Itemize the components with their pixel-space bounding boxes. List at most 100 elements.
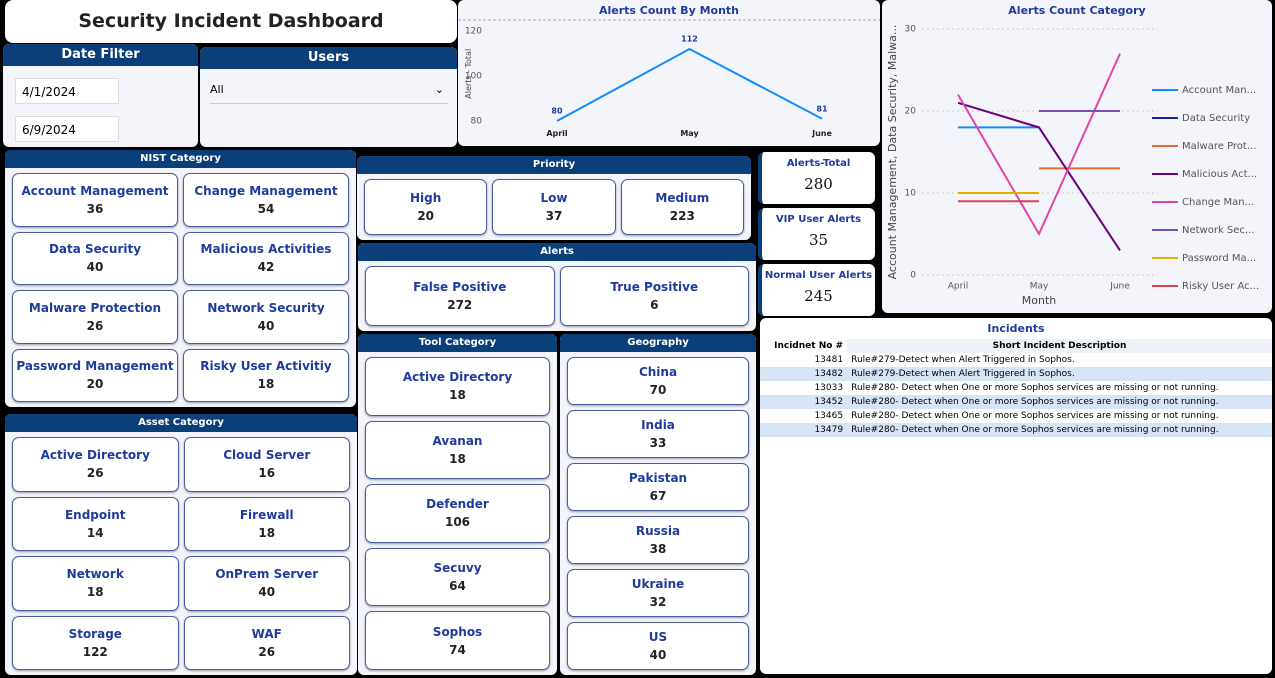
incident-row[interactable]: 13465 Rule#280- Detect when One or more S…	[760, 409, 1272, 423]
nist-card[interactable]: Account Management 36	[12, 173, 178, 227]
tool-card[interactable]: Defender 106	[365, 484, 550, 543]
end-date[interactable]: 6/9/2024	[15, 116, 119, 142]
card-label: High	[410, 191, 442, 205]
asset-card[interactable]: Storage 122	[12, 615, 179, 670]
card-label: Avanan	[432, 433, 483, 448]
line	[957, 53, 1121, 237]
start-date[interactable]: 4/1/2024	[15, 78, 119, 104]
incident-row[interactable]: 13479 Rule#280- Detect when One or more S…	[760, 423, 1272, 437]
y-tick-label: 80	[471, 117, 483, 127]
kpi-value: 245	[804, 287, 833, 305]
card-value: 18	[449, 388, 466, 403]
card-label: True Positive	[610, 280, 699, 294]
legend-label: Password Ma...	[1182, 253, 1256, 264]
card-label: US	[648, 630, 668, 644]
date-filter-title: Date Filter	[3, 44, 198, 66]
nist-card[interactable]: Risky User Activitiy 18	[183, 348, 349, 402]
card-label: Storage	[68, 626, 122, 641]
priority-card[interactable]: Medium 223	[620, 179, 744, 235]
priority-grid: High 20 Low 37 Medium 223	[357, 174, 751, 240]
incident-cell: Rule#279-Detect when Alert Triggered in …	[851, 369, 1075, 379]
geography-grid: China 70 India 33 Pakistan 67 Russia 38 Ukraine 3…	[560, 352, 756, 675]
asset-card[interactable]: OnPrem Server 40	[183, 556, 350, 611]
card-value: 54	[257, 201, 275, 216]
card-value: 38	[649, 542, 667, 556]
asset-card[interactable]: Firewall 18	[183, 496, 350, 551]
incident-cell: 13481	[814, 355, 844, 365]
legend-label: Network Sec...	[1182, 225, 1254, 236]
card-label: Data Security	[48, 242, 142, 257]
incident-cell: 13033	[814, 383, 844, 393]
y-tick-label: 0	[910, 271, 916, 281]
legend-label: Change Man...	[1182, 197, 1254, 208]
nist-title: NIST Category	[5, 150, 356, 168]
tool-card[interactable]: Secuvy 64	[365, 547, 550, 607]
card-label: OnPrem Server	[215, 567, 319, 582]
nist-card[interactable]: Password Management 20	[12, 348, 178, 402]
priority-card[interactable]: High 20	[364, 179, 488, 235]
nist-card[interactable]: Malicious Activities 42	[183, 231, 349, 285]
asset-card[interactable]: Active Directory 26	[12, 437, 179, 492]
nist-card[interactable]: Malware Protection 26	[12, 290, 178, 344]
card-value: 106	[444, 515, 471, 530]
asset-card[interactable]: WAF 26	[183, 615, 350, 670]
y-tick-label: 10	[905, 189, 917, 199]
incident-cell: Rule#280- Detect when One or more Sophos…	[851, 383, 1219, 393]
nist-card[interactable]: Data Security 40	[12, 231, 178, 285]
geography-card[interactable]: China 70	[567, 357, 749, 405]
geography-card[interactable]: Ukraine 32	[567, 569, 749, 617]
card-label: Change Management	[194, 183, 338, 198]
users-dropdown[interactable]: All ⌄	[210, 83, 448, 104]
card-label: Endpoint	[64, 507, 126, 522]
incident-row[interactable]: 13033 Rule#280- Detect when One or more S…	[760, 381, 1272, 395]
card-value: 40	[86, 260, 104, 275]
card-label: Password Management	[16, 359, 174, 374]
dropdown-arrow: ⌄	[434, 83, 444, 96]
incident-row[interactable]: 13452 Rule#280- Detect when One or more S…	[760, 395, 1272, 409]
x-tick-label: June	[811, 129, 832, 138]
x-tick-label: May	[1030, 282, 1049, 292]
title-panel: Security Incident Dashboard	[5, 0, 457, 43]
asset-grid: Active Directory 26 Cloud Server 16 Endpoint…	[5, 432, 357, 675]
card-label: Network	[66, 567, 124, 582]
nist-card[interactable]: Network Security 40	[183, 290, 349, 344]
nist-card[interactable]: Change Management 54	[183, 173, 349, 227]
incident-cell: 13465	[814, 411, 844, 421]
line	[957, 101, 1121, 251]
geography-card[interactable]: US 40	[567, 622, 749, 670]
asset-card[interactable]: Network 18	[12, 556, 179, 611]
priority-card[interactable]: Low 37	[492, 179, 616, 235]
tool-title: Tool Category	[358, 334, 557, 352]
card-value: 18	[86, 585, 104, 600]
asset-card[interactable]: Cloud Server 16	[183, 437, 350, 492]
alerts-card[interactable]: False Positive 272	[365, 266, 555, 326]
chart-title: Alerts Count By Month	[599, 4, 739, 17]
kpi-card: Alerts-Total 280	[758, 152, 875, 204]
alerts-card[interactable]: True Positive 6	[559, 266, 749, 326]
card-label: Medium	[655, 191, 710, 205]
incident-row[interactable]: 13482 Rule#279-Detect when Alert Triggere…	[760, 367, 1272, 381]
card-value: 36	[86, 201, 104, 216]
incident-cell: Rule#280- Detect when One or more Sophos…	[851, 397, 1219, 407]
tool-card[interactable]: Avanan 18	[365, 420, 550, 480]
users-filter: Users All ⌄	[200, 47, 457, 147]
geography-card[interactable]: Pakistan 67	[567, 463, 749, 511]
card-value: 40	[649, 648, 667, 662]
geography-card[interactable]: Russia 38	[567, 516, 749, 564]
card-value: 40	[257, 318, 275, 333]
incidents-table: Incidnet No # Short Incident Description 1…	[760, 339, 1272, 437]
card-label: Active Directory	[40, 448, 150, 463]
asset-card[interactable]: Endpoint 14	[12, 496, 179, 551]
x-tick-label: April	[546, 129, 568, 138]
header-row: Incidnet No # Short Incident Description	[760, 339, 1272, 353]
incident-row[interactable]: 13481 Rule#279-Detect when Alert Triggere…	[760, 353, 1272, 367]
y-tick-label: 20	[905, 107, 917, 117]
geography-card[interactable]: India 33	[567, 410, 749, 458]
tool-card[interactable]: Active Directory 18	[365, 357, 550, 416]
incident-cell: Rule#280- Detect when One or more Sophos…	[851, 425, 1219, 435]
column-header: Incidnet No #	[774, 341, 844, 351]
card-label: Defender	[426, 497, 489, 512]
tool-card[interactable]: Sophos 74	[365, 611, 550, 670]
users-selected: All	[210, 83, 224, 96]
